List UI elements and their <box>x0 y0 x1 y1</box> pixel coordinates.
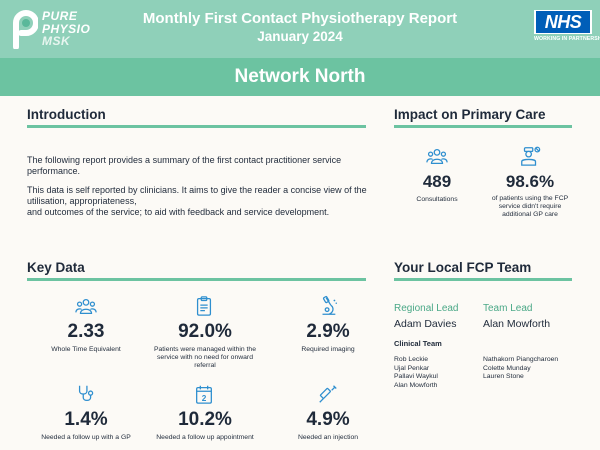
intro-paragraph-2-line-3: and outcomes of the service; to aid with… <box>27 207 330 217</box>
network-band: Network North <box>0 58 600 96</box>
key-stat-2-caption-line-1: Patients were managed within the <box>153 346 256 353</box>
people-group-icon <box>75 298 97 314</box>
report-date: January 2024 <box>257 29 343 44</box>
key-stat-3-caption: Required imaging <box>301 346 355 353</box>
intro-paragraph-1-line-2: performance. <box>27 166 81 176</box>
logo-line-3: MSK <box>42 34 71 48</box>
calendar-icon: 2 <box>196 385 212 404</box>
microscope-icon <box>322 295 337 315</box>
syringe-icon <box>319 385 337 403</box>
key-stat-2-value: 92.0% <box>178 321 232 342</box>
key-stat-1-value: 2.33 <box>67 321 105 342</box>
logo-mark-icon <box>13 10 38 49</box>
impact-stat-1-caption: Consultations <box>416 196 458 203</box>
team-title: Your Local FCP Team <box>394 260 532 275</box>
nhs-subtitle: WORKING IN PARTNERSHIP <box>534 36 600 42</box>
key-stat-6-caption: Needed an injection <box>297 434 359 441</box>
clinical-member: Rob Leckie <box>394 356 429 363</box>
key-stat-3-value: 2.9% <box>306 321 350 342</box>
nhs-logo-text: NHS <box>536 11 590 33</box>
report-title: Monthly First Contact Physiotherapy Repo… <box>142 10 458 27</box>
impact-underline <box>394 125 572 128</box>
impact-stat-2-caption-line-1: of patients using the FCP <box>491 195 569 202</box>
intro-paragraph-1-line-1: The following report provides a summary … <box>27 155 342 165</box>
key-stat-5-value: 10.2% <box>178 409 232 430</box>
regional-lead-name: Adam Davies <box>394 318 457 330</box>
key-stat-2-caption-line-3: referral <box>194 362 216 369</box>
report-header: PURE PHYSIO MSK Monthly First Contact Ph… <box>0 0 600 58</box>
clinical-member: Nathakorn Piangcharoen <box>483 356 559 363</box>
regional-lead-label: Regional Lead <box>394 303 459 314</box>
key-stat-4-caption: Needed a follow up with a GP <box>41 434 131 441</box>
doctor-icon <box>521 146 541 166</box>
key-stat-5-caption: Needed a follow up appointment <box>156 434 254 441</box>
svg-text:2: 2 <box>202 394 207 403</box>
network-title: Network North <box>234 66 366 87</box>
clipboard-icon <box>196 296 212 316</box>
introduction-underline <box>27 125 366 128</box>
clinical-member: Colette Munday <box>483 364 531 372</box>
clinical-member: Alan Mowforth <box>394 381 438 389</box>
intro-paragraph-2-line-1: This data is self reported by clinicians… <box>27 185 367 195</box>
key-data-underline <box>27 278 366 281</box>
impact-stat-1-value: 489 <box>422 172 452 191</box>
key-stat-1-caption: Whole Time Equivalent <box>51 346 121 353</box>
impact-stat-2-caption-line-3: additional GP care <box>502 211 558 218</box>
logo-line-2: PHYSIO <box>42 21 91 36</box>
key-data-title: Key Data <box>27 260 85 275</box>
team-lead-label: Team Lead <box>483 303 533 314</box>
key-stat-2-caption-line-2: service with no need for onward <box>157 354 253 361</box>
key-stat-6-value: 4.9% <box>306 409 350 430</box>
impact-stat-2-value: 98.6% <box>505 172 555 191</box>
clinical-member: Lauren Stone <box>483 373 524 380</box>
intro-paragraph-2-line-2: utilisation, appropriateness, <box>27 196 137 206</box>
clinical-team-label: Clinical Team <box>394 339 442 348</box>
impact-title: Impact on Primary Care <box>394 107 546 122</box>
people-group-icon <box>426 148 448 164</box>
pure-physio-logo: PURE PHYSIO MSK <box>8 7 118 51</box>
team-lead-name: Alan Mowforth <box>483 318 551 330</box>
logo-line-1: PURE <box>42 9 78 23</box>
clinical-member: Ujal Penkar <box>394 364 430 372</box>
stethoscope-icon <box>78 385 94 402</box>
team-underline <box>394 278 572 281</box>
clinical-member: Pallavi Waykul <box>394 373 438 380</box>
impact-stat-2-caption-line-2: service didn't require <box>498 203 562 210</box>
nhs-logo: NHS WORKING IN PARTNERSHIP <box>534 10 600 46</box>
introduction-title: Introduction <box>27 107 106 122</box>
key-stat-4-value: 1.4% <box>64 409 108 430</box>
